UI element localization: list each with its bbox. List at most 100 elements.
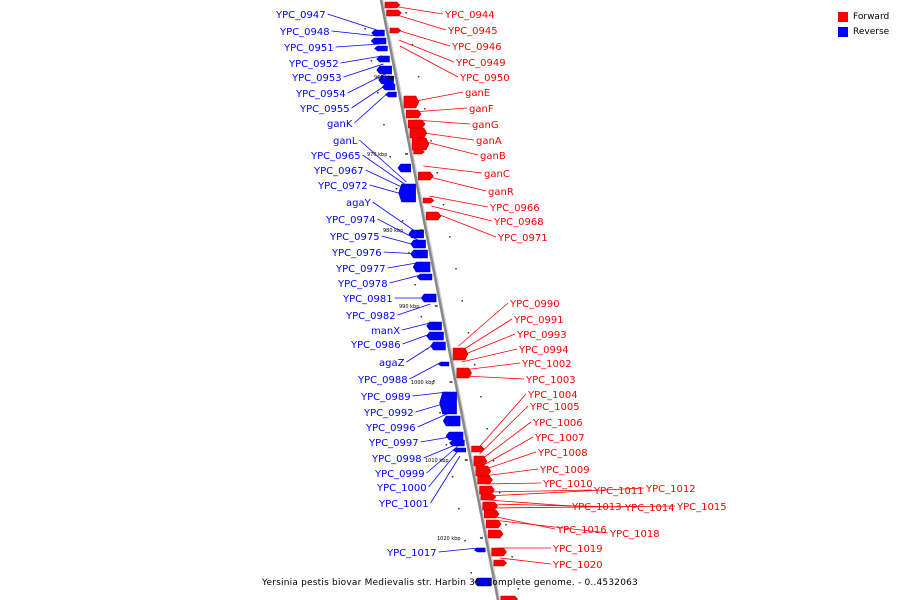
forward-gene-label[interactable]: YPC_0991: [513, 315, 564, 326]
forward-gene-label[interactable]: YPC_0949: [455, 58, 506, 69]
reverse-gene-block: [426, 331, 444, 341]
forward-gene-label[interactable]: YPC_1009: [539, 465, 590, 476]
reverse-gene-label[interactable]: YPC_0989: [360, 392, 411, 403]
forward-gene-label[interactable]: YPC_0946: [451, 42, 502, 53]
forward-gene-label[interactable]: YPC_1012: [645, 484, 696, 495]
feature-dot: [430, 140, 432, 142]
forward-gene-label[interactable]: YPC_1010: [542, 479, 593, 490]
reverse-gene-label[interactable]: YPC_0951: [283, 43, 334, 54]
reverse-gene-block: [437, 361, 450, 367]
forward-connector: [461, 348, 518, 363]
forward-connector: [423, 165, 483, 174]
reverse-gene-label[interactable]: YPC_0981: [342, 294, 393, 305]
forward-gene-label[interactable]: YPC_1016: [556, 525, 607, 536]
forward-gene-block: [477, 475, 493, 485]
forward-gene-label[interactable]: YPC_1020: [552, 560, 603, 571]
feature-dot: [424, 108, 426, 110]
forward-gene-label[interactable]: YPC_1015: [676, 502, 727, 513]
reverse-gene-label[interactable]: YPC_0978: [337, 279, 388, 290]
reverse-gene-label[interactable]: YPC_0953: [291, 73, 342, 84]
reverse-gene-block: [416, 273, 433, 281]
reverse-gene-label[interactable]: YPC_0952: [288, 59, 339, 70]
forward-gene-block: [471, 445, 485, 453]
feature-dot: [436, 172, 439, 174]
feature-dot: [414, 284, 416, 286]
reverse-gene-label[interactable]: YPC_0999: [374, 469, 425, 480]
reverse-gene-block: [371, 29, 385, 37]
reverse-gene-label[interactable]: YPC_0947: [275, 10, 326, 21]
feature-dot: [442, 204, 445, 206]
reverse-gene-label[interactable]: manX: [371, 326, 400, 337]
forward-gene-label[interactable]: ganG: [472, 120, 499, 131]
reverse-gene-label[interactable]: YPC_0974: [325, 215, 376, 226]
forward-gene-label[interactable]: YPC_0971: [497, 233, 548, 244]
reverse-gene-label[interactable]: YPC_0998: [371, 454, 422, 465]
forward-connector: [490, 505, 676, 509]
forward-gene-label[interactable]: YPC_1002: [521, 359, 572, 370]
forward-gene-label[interactable]: YPC_1004: [527, 390, 578, 401]
forward-gene-label[interactable]: ganB: [480, 151, 506, 162]
forward-connector: [499, 557, 552, 565]
reverse-gene-label[interactable]: ganK: [327, 119, 353, 130]
reverse-gene-label[interactable]: ganL: [333, 136, 358, 147]
legend-reverse-swatch: [838, 26, 848, 37]
forward-gene-label[interactable]: YPC_0944: [444, 10, 495, 21]
reverse-gene-label[interactable]: YPC_0948: [279, 27, 330, 38]
forward-gene-label[interactable]: YPC_1003: [525, 375, 576, 386]
forward-gene-label[interactable]: YPC_1006: [532, 418, 583, 429]
feature-dot: [439, 412, 441, 414]
forward-gene-label[interactable]: ganE: [465, 88, 490, 99]
forward-gene-label[interactable]: ganC: [484, 169, 510, 180]
reverse-gene-label[interactable]: YPC_1000: [376, 483, 427, 494]
forward-gene-block: [384, 1, 401, 9]
forward-gene-label[interactable]: ganF: [469, 104, 494, 115]
reverse-gene-label[interactable]: YPC_1001: [378, 499, 429, 510]
reverse-gene-label[interactable]: YPC_0988: [357, 375, 408, 386]
reverse-gene-label[interactable]: YPC_0977: [335, 264, 386, 275]
reverse-gene-label[interactable]: YPC_0992: [363, 408, 414, 419]
forward-gene-label[interactable]: YPC_0966: [489, 203, 540, 214]
reverse-gene-label[interactable]: agaZ: [379, 358, 405, 369]
reverse-gene-block: [376, 55, 390, 63]
reverse-gene-block: [370, 37, 387, 45]
forward-gene-label[interactable]: YPC_1019: [552, 544, 603, 555]
forward-gene-label[interactable]: YPC_0994: [518, 345, 569, 356]
forward-gene-label[interactable]: YPC_0993: [516, 330, 567, 341]
reverse-gene-label[interactable]: YPC_0972: [317, 181, 368, 192]
reverse-gene-block: [439, 391, 457, 415]
forward-gene-label[interactable]: YPC_0945: [447, 26, 498, 37]
reverse-gene-label[interactable]: YPC_0975: [329, 232, 380, 243]
forward-gene-label[interactable]: YPC_1005: [529, 402, 580, 413]
reverse-gene-label[interactable]: YPC_0955: [299, 104, 350, 115]
forward-gene-label[interactable]: ganA: [476, 136, 502, 147]
reverse-gene-label[interactable]: YPC_0954: [295, 89, 346, 100]
reverse-gene-label[interactable]: agaY: [346, 198, 372, 209]
forward-gene-block: [403, 95, 420, 109]
reverse-gene-block: [410, 249, 428, 259]
forward-gene-label[interactable]: YPC_1008: [537, 448, 588, 459]
forward-gene-label[interactable]: YPC_1014: [624, 503, 675, 514]
legend-reverse-label: Reverse: [853, 26, 890, 37]
reverse-gene-label[interactable]: YPC_0982: [345, 311, 396, 322]
reverse-gene-label[interactable]: YPC_0967: [313, 166, 364, 177]
forward-gene-label[interactable]: ganR: [488, 187, 514, 198]
forward-gene-label[interactable]: YPC_1013: [571, 502, 622, 513]
forward-gene-label[interactable]: YPC_1018: [609, 529, 660, 540]
reverse-gene-label[interactable]: YPC_0965: [310, 151, 361, 162]
forward-gene-label[interactable]: YPC_0990: [509, 299, 560, 310]
reverse-gene-label[interactable]: YPC_1017: [386, 548, 437, 559]
reverse-gene-label[interactable]: YPC_0996: [365, 423, 416, 434]
feature-dot: [451, 476, 454, 478]
forward-gene-label[interactable]: YPC_0968: [493, 217, 544, 228]
forward-gene-label[interactable]: YPC_1011: [593, 486, 644, 497]
forward-connector: [487, 487, 645, 497]
reverse-gene-label[interactable]: YPC_0986: [350, 340, 401, 351]
feature-dot: [417, 76, 420, 78]
reverse-connector: [354, 91, 390, 124]
forward-connector: [478, 393, 527, 449]
reverse-gene-label[interactable]: YPC_0976: [331, 248, 382, 259]
forward-gene-label[interactable]: YPC_1007: [534, 433, 585, 444]
reverse-gene-label[interactable]: YPC_0997: [368, 438, 419, 449]
reverse-gene-block: [445, 431, 464, 441]
forward-gene-label[interactable]: YPC_0950: [459, 73, 510, 84]
